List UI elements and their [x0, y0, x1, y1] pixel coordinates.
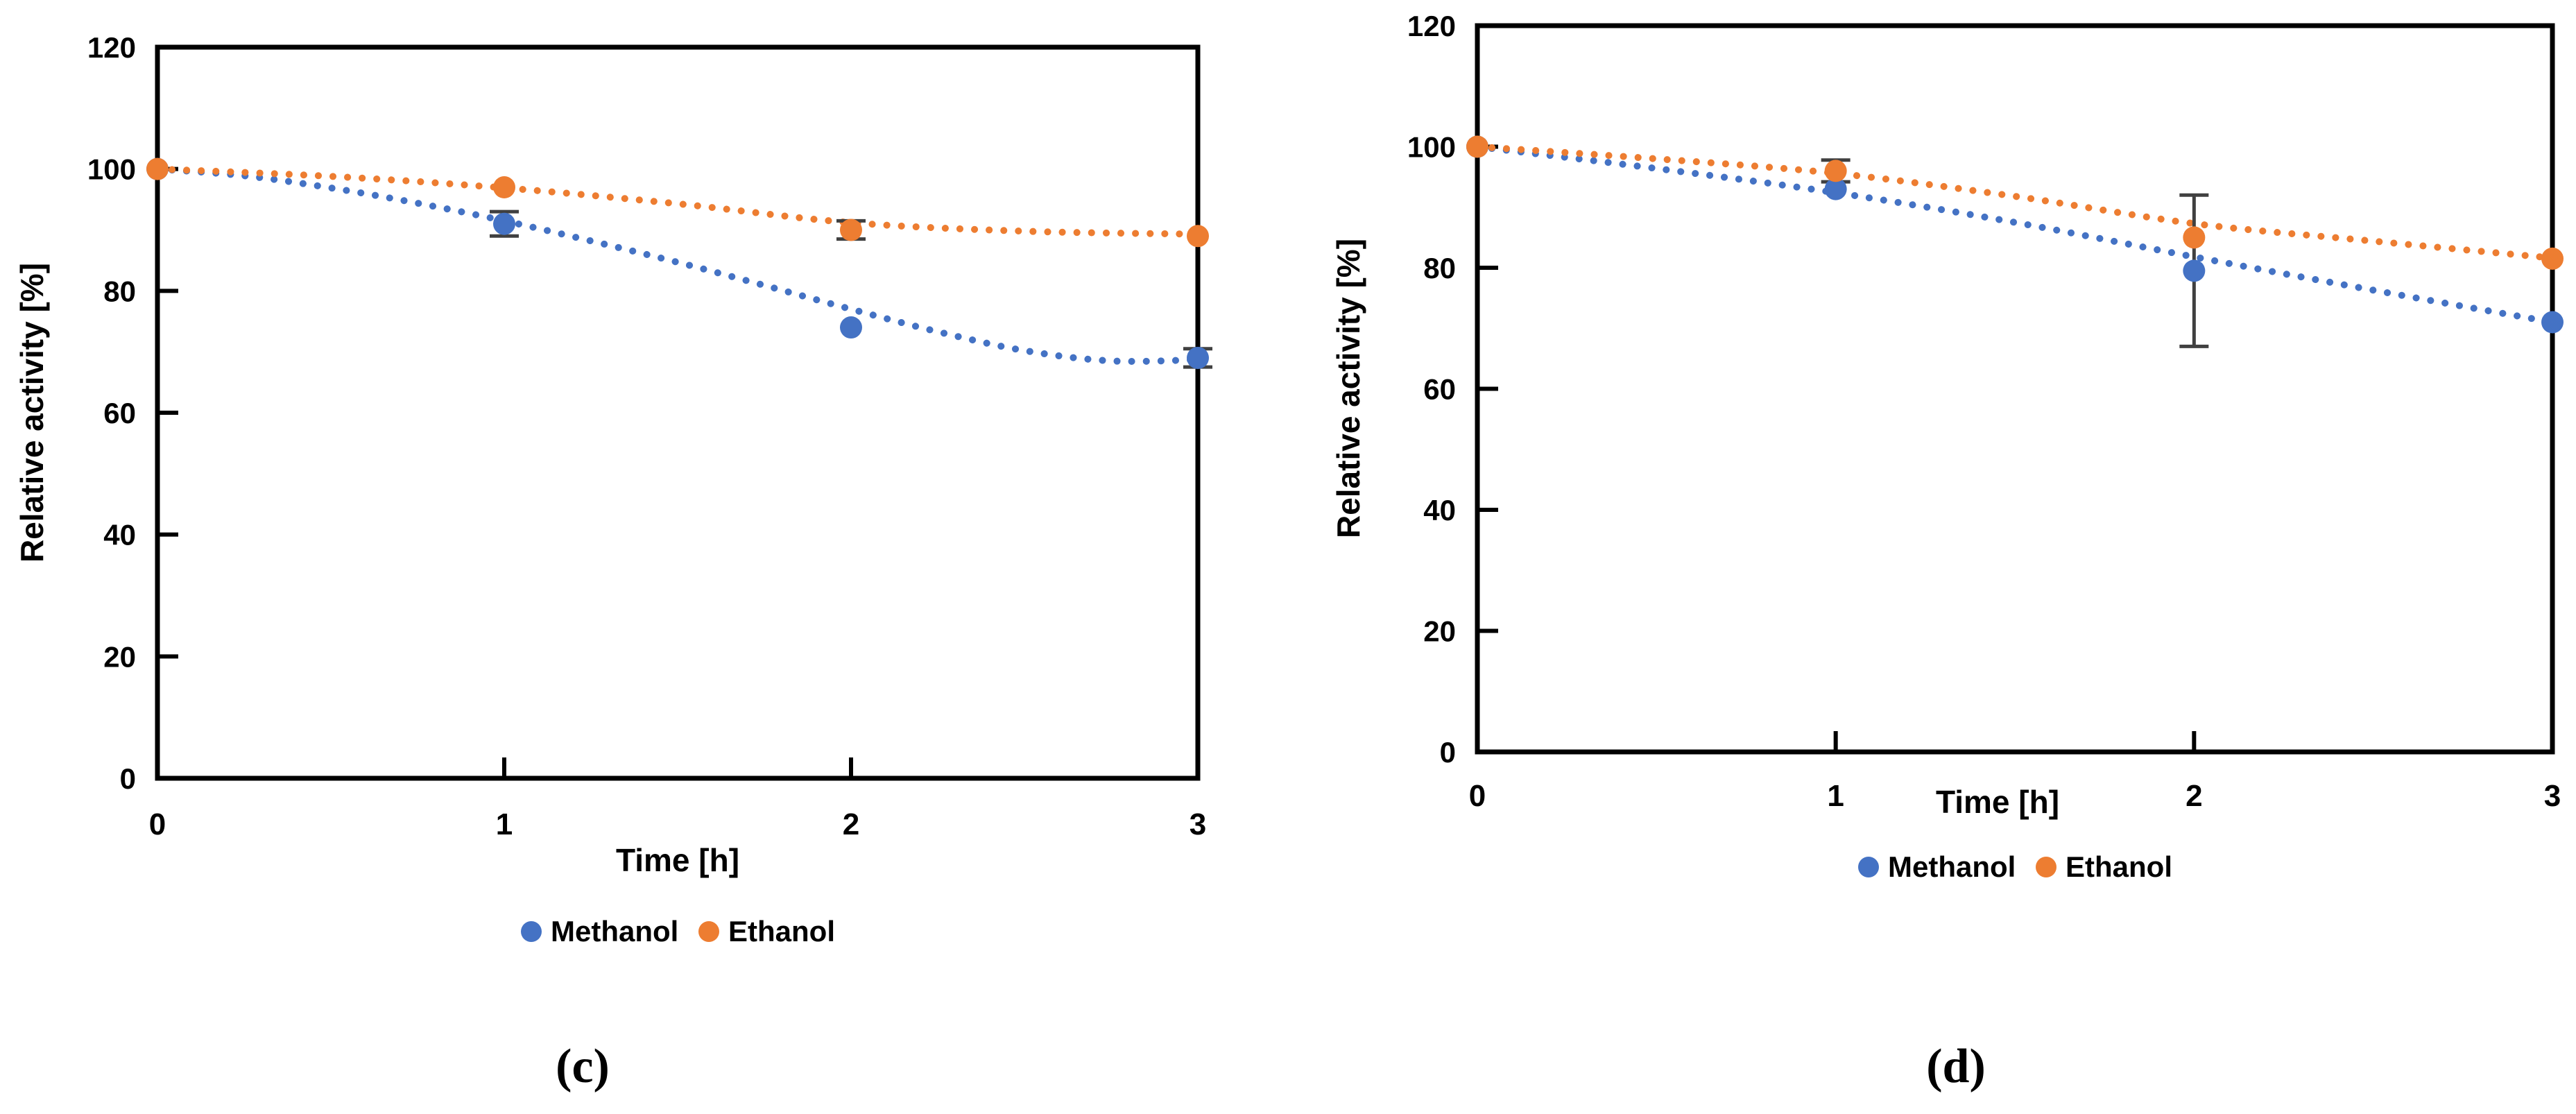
chart-panel-d: 0 20 40 60 80 100 120 0 1 2 3 Time [h] Relative acti…	[1330, 10, 2564, 883]
plot-border	[1475, 23, 2555, 755]
legend-marker-methanol	[1858, 857, 1879, 877]
trend-line-ethanol	[154, 165, 1201, 238]
y-axis-title: Relative activity [%]	[1330, 239, 1366, 538]
x-tick-label: 2	[2186, 779, 2202, 813]
x-tick-label: 3	[1190, 807, 1206, 841]
y-tick-label: 120	[1407, 10, 1456, 42]
x-tick-label: 0	[149, 807, 166, 841]
x-axis-title: Time [h]	[1936, 784, 2059, 820]
x-tick-label: 1	[1827, 779, 1844, 813]
x-tick-label: 1	[496, 807, 513, 841]
trend-line-ethanol	[1474, 143, 2556, 262]
data-point-ethanol	[2183, 226, 2206, 249]
data-point-methanol	[840, 316, 862, 339]
data-point-ethanol	[146, 157, 169, 180]
y-tick-label: 120	[87, 31, 136, 64]
chart-panel-c: 0 20 40 60 80 100 120 0 1 2 3 Time [h] Relative acti…	[14, 31, 1212, 948]
data-point-methanol	[2183, 259, 2206, 282]
y-tick-label: 80	[103, 275, 136, 307]
data-point-ethanol	[1824, 160, 1847, 182]
y-tick-label: 20	[103, 640, 136, 673]
data-point-ethanol	[840, 218, 862, 241]
x-tick-label: 2	[843, 807, 859, 841]
y-tick-label: 100	[87, 153, 136, 186]
panel-caption-d: (d)	[1926, 1040, 1986, 1093]
data-point-ethanol	[1187, 225, 1209, 248]
legend-label-methanol: Methanol	[551, 915, 678, 948]
data-point-methanol	[1824, 178, 1847, 200]
legend-marker-ethanol	[2036, 857, 2056, 877]
plot-border	[155, 44, 1201, 781]
legend-label-methanol: Methanol	[1888, 850, 2016, 883]
legend-marker-ethanol	[698, 921, 719, 942]
data-point-methanol	[493, 212, 515, 235]
panel-caption-c: (c)	[556, 1040, 610, 1093]
y-axis-title: Relative activity [%]	[14, 263, 50, 563]
y-tick-label: 60	[103, 397, 136, 429]
y-tick-label: 80	[1423, 252, 1456, 284]
x-tick-label: 0	[1469, 779, 1486, 813]
trend-line-methanol	[1474, 143, 2556, 326]
legend-label-ethanol: Ethanol	[2066, 850, 2172, 883]
data-point-methanol	[2541, 311, 2564, 334]
legend-marker-methanol	[521, 921, 542, 942]
y-tick-label: 40	[103, 519, 136, 551]
y-tick-label: 100	[1407, 131, 1456, 164]
data-point-ethanol	[2541, 247, 2564, 270]
y-tick-label: 20	[1423, 615, 1456, 648]
y-tick-label: 40	[1423, 494, 1456, 526]
data-point-methanol	[1187, 346, 1209, 369]
x-axis-title: Time [h]	[616, 842, 739, 878]
y-tick-label: 0	[120, 762, 136, 795]
legend-label-ethanol: Ethanol	[728, 915, 835, 948]
x-tick-label: 3	[2544, 779, 2561, 813]
y-tick-label: 60	[1423, 373, 1456, 406]
data-point-ethanol	[1466, 135, 1488, 158]
data-point-ethanol	[493, 176, 515, 199]
y-tick-label: 0	[1440, 736, 1456, 769]
trend-line-methanol	[154, 165, 1201, 366]
